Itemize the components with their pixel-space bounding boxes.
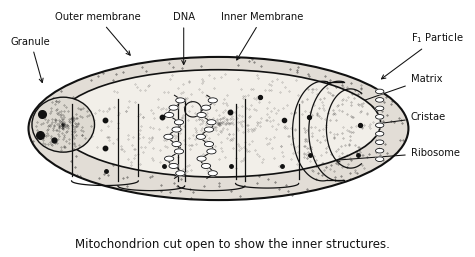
Circle shape — [169, 105, 178, 110]
Circle shape — [376, 148, 384, 153]
Circle shape — [164, 112, 174, 117]
Circle shape — [197, 112, 206, 117]
Circle shape — [376, 98, 384, 102]
Circle shape — [376, 132, 384, 136]
Text: DNA: DNA — [172, 12, 195, 65]
Circle shape — [196, 134, 206, 139]
Text: Granule: Granule — [11, 36, 51, 82]
Circle shape — [201, 105, 211, 110]
Circle shape — [376, 115, 384, 119]
Text: Outer membrane: Outer membrane — [55, 12, 141, 55]
Circle shape — [164, 156, 174, 161]
Text: Cristae: Cristae — [336, 112, 446, 131]
Circle shape — [376, 106, 384, 111]
Circle shape — [208, 98, 218, 103]
Circle shape — [207, 120, 216, 125]
Circle shape — [174, 120, 184, 125]
Circle shape — [201, 163, 211, 169]
Circle shape — [176, 171, 185, 176]
Circle shape — [197, 156, 206, 161]
Circle shape — [376, 89, 384, 94]
Circle shape — [376, 140, 384, 144]
Text: Inner Membrane: Inner Membrane — [221, 12, 304, 60]
Circle shape — [169, 163, 178, 169]
Text: Ribosome: Ribosome — [336, 148, 460, 162]
Ellipse shape — [32, 97, 95, 152]
Text: F$_1$ Particle: F$_1$ Particle — [381, 31, 463, 79]
Circle shape — [172, 127, 181, 132]
Circle shape — [204, 142, 214, 147]
Ellipse shape — [28, 57, 408, 200]
Circle shape — [176, 98, 185, 103]
Circle shape — [172, 142, 181, 147]
Circle shape — [164, 134, 173, 139]
Circle shape — [207, 149, 216, 154]
Circle shape — [376, 123, 384, 128]
Circle shape — [376, 157, 384, 161]
Circle shape — [174, 149, 184, 154]
Circle shape — [204, 127, 214, 132]
Circle shape — [208, 171, 218, 176]
Text: Matrix: Matrix — [350, 74, 442, 106]
Text: Mitochondrion cut open to show the inner structures.: Mitochondrion cut open to show the inner… — [75, 237, 390, 251]
Ellipse shape — [57, 70, 380, 177]
